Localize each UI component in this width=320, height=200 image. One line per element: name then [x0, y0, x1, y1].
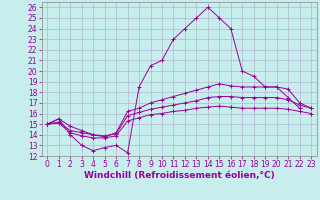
X-axis label: Windchill (Refroidissement éolien,°C): Windchill (Refroidissement éolien,°C): [84, 171, 275, 180]
